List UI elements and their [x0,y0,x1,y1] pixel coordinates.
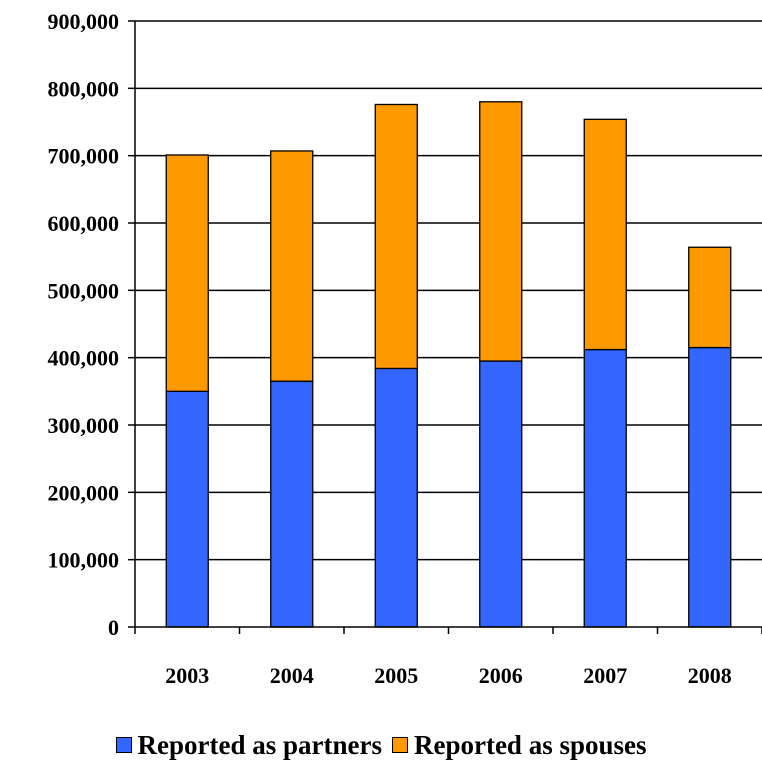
x-tick-label: 2004 [270,663,314,688]
legend-item-spouses: Reported as spouses [391,729,647,761]
y-tick-label: 300,000 [48,413,120,438]
y-tick-label: 500,000 [48,278,120,303]
bar-spouses [374,103,418,370]
y-tick-label: 100,000 [48,548,120,573]
legend-item-partners: Reported as partners [115,729,382,761]
bar-partners [583,348,627,628]
y-tick-label: 200,000 [48,480,120,505]
y-tick-label: 400,000 [48,346,120,371]
y-tick-label: 600,000 [48,211,120,236]
bar-spouses [688,246,732,349]
legend-label-partners: Reported as partners [137,729,382,760]
x-tick-label: 2005 [374,663,418,688]
bar-partners [374,367,418,628]
bar-spouses [270,150,314,382]
x-tick-label: 2006 [479,663,523,688]
bar-spouses [479,101,523,362]
bar-partners [165,390,209,628]
y-tick-label: 0 [108,615,119,640]
y-tick-label: 800,000 [48,76,120,101]
bar-partners [479,360,523,628]
bar-partners [688,346,732,628]
stacked-bar-chart: 0 100,000 200,000 300,000 400,000 500,000 600,… [48,9,762,688]
legend: Reported as partners Reported as spouses [0,725,762,765]
legend-label-spouses: Reported as spouses [413,729,647,760]
y-tick-label: 900,000 [48,9,120,34]
legend-swatch-spouses [391,737,408,753]
x-tick-label: 2007 [583,663,627,688]
bar-partners [270,380,314,628]
legend-swatch-partners [115,737,132,753]
y-tick-label: 700,000 [48,144,120,169]
bar-spouses [583,118,627,351]
x-tick-label: 2008 [688,663,732,688]
bar-spouses [165,154,209,392]
x-tick-label: 2003 [165,663,209,688]
